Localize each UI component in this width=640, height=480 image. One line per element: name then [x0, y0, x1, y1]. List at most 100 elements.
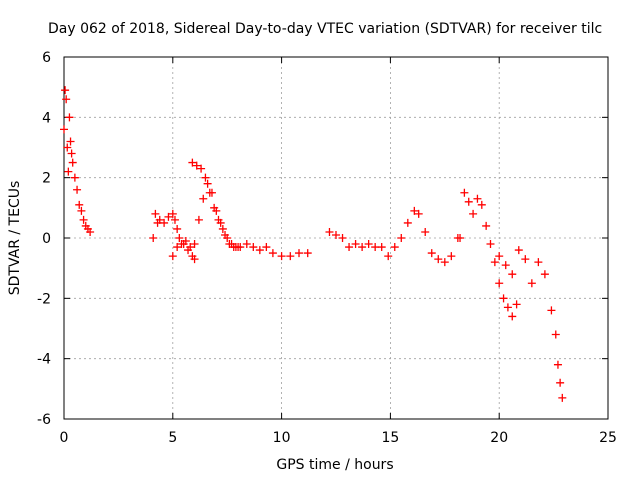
data-point [268, 249, 277, 258]
data-point [164, 212, 173, 221]
x-tick-label: 10 [273, 430, 291, 446]
data-point [197, 164, 206, 173]
x-tick-label: 25 [599, 430, 617, 446]
data-point [192, 161, 201, 170]
data-point [551, 330, 560, 339]
data-point [503, 303, 512, 312]
data-point [203, 179, 212, 188]
y-tick-label: 0 [42, 231, 51, 247]
data-point [547, 306, 556, 315]
data-point [499, 294, 508, 303]
x-tick-label: 5 [168, 430, 177, 446]
data-point [495, 252, 504, 261]
data-point [60, 125, 68, 134]
data-point [434, 255, 443, 264]
data-point [186, 243, 195, 252]
data-point [345, 243, 354, 252]
data-point [175, 234, 184, 242]
data-point [236, 243, 245, 252]
data-point [527, 279, 536, 288]
series-segment-1 [60, 86, 95, 236]
tick-labels: 0 5 10 15 20 25 -6 -4 -2 0 2 4 6 [37, 50, 617, 446]
ticks [63, 56, 609, 420]
data-point [262, 243, 271, 252]
data-point [173, 224, 182, 233]
x-tick-label: 0 [60, 430, 69, 446]
data-point [70, 173, 79, 182]
data-point [447, 252, 456, 261]
data-point [558, 393, 567, 402]
data-point [199, 194, 208, 203]
data-point [338, 234, 347, 242]
data-point [456, 234, 465, 242]
data-point [73, 185, 82, 194]
data-point [170, 215, 179, 224]
data-point [210, 203, 219, 212]
data-point [168, 209, 177, 218]
data-point [414, 209, 423, 218]
data-point [377, 243, 386, 252]
data-point [540, 270, 549, 279]
y-tick-label: 6 [42, 50, 51, 66]
data-point [421, 227, 430, 236]
data-point [249, 243, 258, 252]
data-point [155, 215, 164, 224]
data-point [255, 246, 264, 255]
data-point [295, 249, 304, 258]
data-point [149, 234, 158, 242]
y-axis-label: SDTVAR / TECUs [7, 181, 23, 296]
data-point [62, 95, 71, 104]
data-point [63, 143, 72, 152]
data-point [218, 224, 227, 233]
data-point [194, 215, 203, 224]
data-point [495, 279, 504, 288]
data-point [358, 243, 367, 252]
data-point [427, 249, 436, 258]
series-segment-2 [149, 209, 199, 264]
data-point [490, 258, 499, 267]
y-tick-label: 4 [42, 110, 51, 126]
data-point [286, 252, 295, 261]
data-point [223, 234, 232, 242]
data-point [521, 255, 530, 264]
data-point [242, 240, 251, 249]
data-point [508, 270, 517, 279]
data-point [364, 240, 373, 249]
data-point [188, 158, 197, 167]
data-point [403, 218, 412, 227]
data-point [512, 300, 521, 309]
y-tick-label: -6 [37, 412, 51, 428]
data-point [464, 197, 473, 206]
data-point [201, 173, 210, 182]
y-tick-label: -2 [37, 291, 51, 307]
data-point [177, 240, 186, 249]
y-tick-label: 2 [42, 171, 51, 187]
data-point [397, 234, 406, 242]
data-point [514, 246, 523, 255]
data-points [60, 86, 567, 402]
data-point [440, 258, 449, 267]
data-point [190, 240, 199, 249]
data-point [190, 255, 199, 264]
data-point [277, 252, 286, 261]
data-point [534, 258, 543, 267]
data-point [460, 188, 469, 197]
data-point [410, 206, 419, 215]
series-segment-5 [325, 206, 462, 267]
data-point [75, 200, 84, 209]
series-segment-6 [456, 188, 521, 321]
data-point [160, 218, 169, 227]
data-point [469, 209, 478, 218]
data-point [64, 167, 73, 176]
chart-title: Day 062 of 2018, Sidereal Day-to-day VTE… [48, 21, 602, 37]
data-point [553, 360, 562, 369]
y-tick-label: -4 [37, 352, 51, 368]
x-tick-label: 15 [381, 430, 399, 446]
data-point [351, 240, 360, 249]
data-point [508, 312, 517, 321]
data-point [303, 249, 312, 258]
data-point [61, 86, 70, 95]
data-point [486, 240, 495, 249]
data-point [68, 158, 77, 167]
